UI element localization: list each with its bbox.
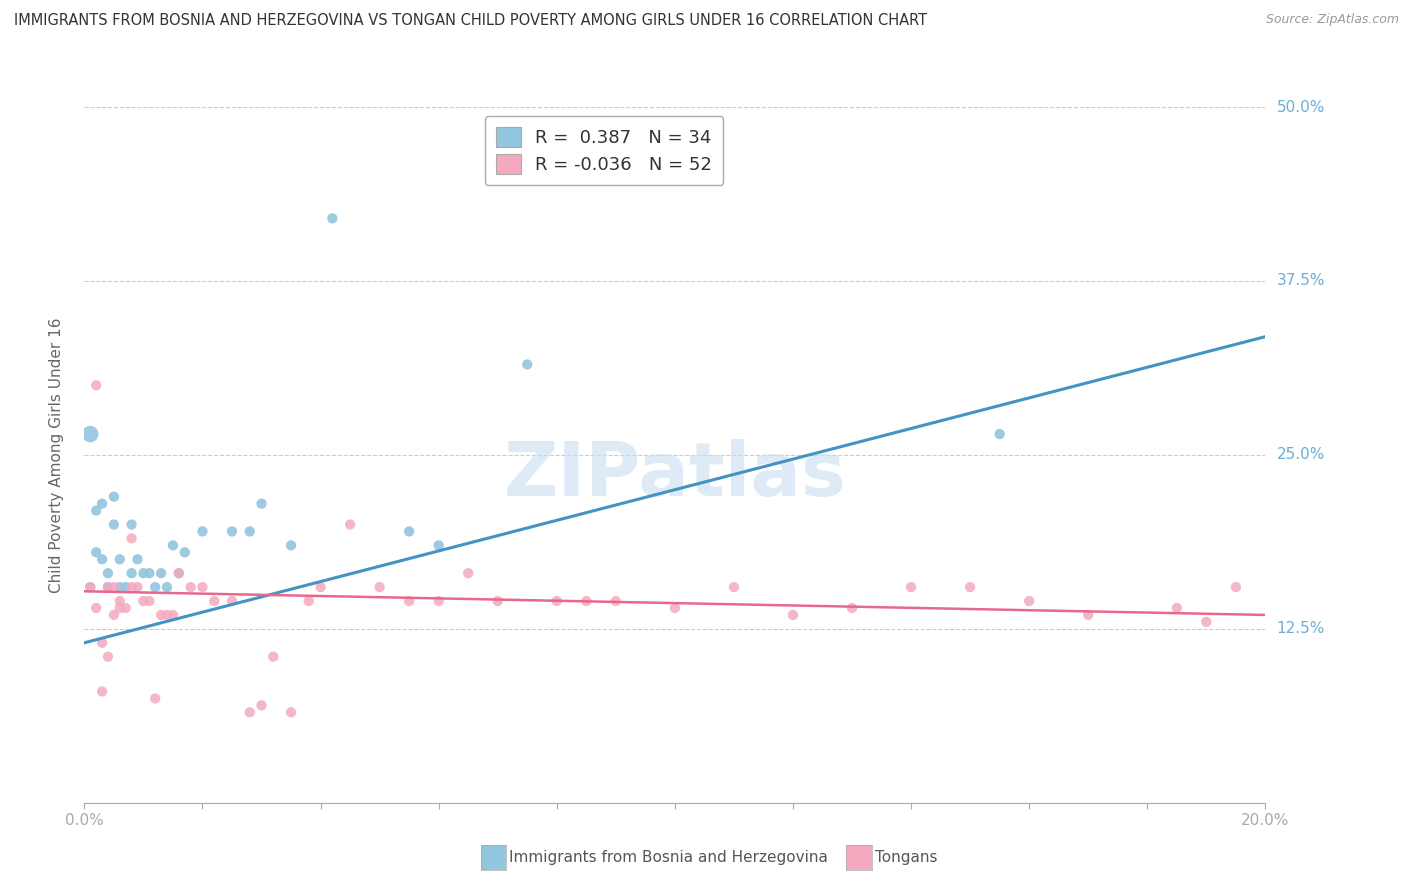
- Point: [191, 524, 214, 539]
- Point: [91, 552, 114, 566]
- Point: [427, 538, 450, 552]
- Point: [127, 552, 149, 566]
- Point: [900, 580, 922, 594]
- Point: [605, 594, 627, 608]
- Point: [84, 545, 107, 559]
- Point: [180, 580, 202, 594]
- Point: [138, 566, 160, 581]
- Point: [121, 532, 143, 546]
- Point: [202, 594, 225, 608]
- Point: [97, 566, 120, 581]
- Point: [84, 378, 107, 392]
- Point: [143, 691, 166, 706]
- Point: [91, 636, 114, 650]
- Point: [398, 594, 420, 608]
- Point: [108, 594, 131, 608]
- Point: [121, 517, 143, 532]
- Point: [516, 358, 538, 372]
- Point: [150, 566, 173, 581]
- Point: [121, 580, 143, 594]
- Point: [1018, 594, 1040, 608]
- Point: [280, 538, 302, 552]
- Text: 50.0%: 50.0%: [1277, 100, 1324, 114]
- Point: [150, 607, 173, 622]
- Point: [103, 607, 125, 622]
- Point: [156, 607, 179, 622]
- Point: [162, 538, 184, 552]
- Point: [108, 601, 131, 615]
- Point: [239, 706, 262, 720]
- Point: [114, 580, 136, 594]
- Point: [546, 594, 568, 608]
- Text: IMMIGRANTS FROM BOSNIA AND HERZEGOVINA VS TONGAN CHILD POVERTY AMONG GIRLS UNDER: IMMIGRANTS FROM BOSNIA AND HERZEGOVINA V…: [14, 13, 927, 29]
- Point: [280, 706, 302, 720]
- Point: [132, 566, 155, 581]
- Text: Tongans: Tongans: [875, 850, 936, 864]
- Point: [782, 607, 804, 622]
- Point: [988, 427, 1011, 442]
- Point: [108, 552, 131, 566]
- Text: ZIPatlas: ZIPatlas: [503, 439, 846, 512]
- Point: [167, 566, 190, 581]
- Point: [132, 594, 155, 608]
- Point: [108, 580, 131, 594]
- Text: 25.0%: 25.0%: [1277, 448, 1324, 462]
- Point: [841, 601, 863, 615]
- Point: [167, 566, 190, 581]
- Point: [309, 580, 332, 594]
- Point: [1166, 601, 1188, 615]
- Point: [79, 580, 101, 594]
- Point: [1195, 615, 1218, 629]
- Point: [103, 517, 125, 532]
- Point: [339, 517, 361, 532]
- Point: [427, 594, 450, 608]
- Point: [1225, 580, 1247, 594]
- Point: [221, 524, 243, 539]
- Point: [138, 594, 160, 608]
- Legend: R =  0.387   N = 34, R = -0.036   N = 52: R = 0.387 N = 34, R = -0.036 N = 52: [485, 116, 723, 185]
- Point: [103, 580, 125, 594]
- Text: Source: ZipAtlas.com: Source: ZipAtlas.com: [1265, 13, 1399, 27]
- Point: [127, 580, 149, 594]
- Point: [173, 545, 195, 559]
- Point: [114, 601, 136, 615]
- Point: [457, 566, 479, 581]
- Point: [398, 524, 420, 539]
- Point: [368, 580, 391, 594]
- Point: [79, 580, 101, 594]
- Point: [959, 580, 981, 594]
- Point: [298, 594, 321, 608]
- Point: [250, 698, 273, 713]
- Point: [156, 580, 179, 594]
- Point: [162, 607, 184, 622]
- Point: [239, 524, 262, 539]
- Point: [91, 684, 114, 698]
- Point: [486, 594, 509, 608]
- Point: [321, 211, 343, 226]
- Point: [191, 580, 214, 594]
- Point: [1077, 607, 1099, 622]
- Point: [262, 649, 284, 664]
- Point: [723, 580, 745, 594]
- Point: [221, 594, 243, 608]
- Point: [250, 497, 273, 511]
- Point: [121, 566, 143, 581]
- Point: [97, 580, 120, 594]
- Point: [91, 497, 114, 511]
- Point: [84, 503, 107, 517]
- Point: [84, 601, 107, 615]
- Point: [79, 427, 101, 442]
- Point: [97, 649, 120, 664]
- Point: [97, 580, 120, 594]
- Point: [143, 580, 166, 594]
- Text: 37.5%: 37.5%: [1277, 274, 1324, 288]
- Y-axis label: Child Poverty Among Girls Under 16: Child Poverty Among Girls Under 16: [49, 318, 63, 592]
- Point: [103, 490, 125, 504]
- Point: [575, 594, 598, 608]
- Text: Immigrants from Bosnia and Herzegovina: Immigrants from Bosnia and Herzegovina: [509, 850, 828, 864]
- Text: 12.5%: 12.5%: [1277, 622, 1324, 636]
- Point: [664, 601, 686, 615]
